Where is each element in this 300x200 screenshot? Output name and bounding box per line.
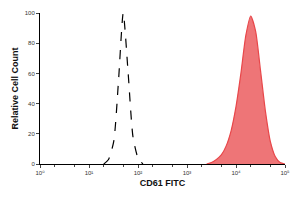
- svg-text:20: 20: [28, 131, 35, 137]
- svg-text:10⁰: 10⁰: [35, 170, 45, 176]
- svg-text:60: 60: [28, 71, 35, 77]
- svg-text:10³: 10³: [183, 170, 192, 176]
- svg-text:40: 40: [28, 101, 35, 107]
- svg-text:10²: 10²: [134, 170, 143, 176]
- svg-text:100: 100: [25, 10, 36, 16]
- svg-text:Relative Cell Count: Relative Cell Count: [10, 47, 20, 129]
- svg-text:10⁵: 10⁵: [280, 170, 290, 176]
- svg-text:10¹: 10¹: [85, 170, 94, 176]
- svg-text:10⁴: 10⁴: [231, 170, 241, 176]
- svg-text:CD61 FITC: CD61 FITC: [140, 178, 186, 188]
- svg-text:80: 80: [28, 40, 35, 46]
- svg-text:0: 0: [31, 161, 35, 167]
